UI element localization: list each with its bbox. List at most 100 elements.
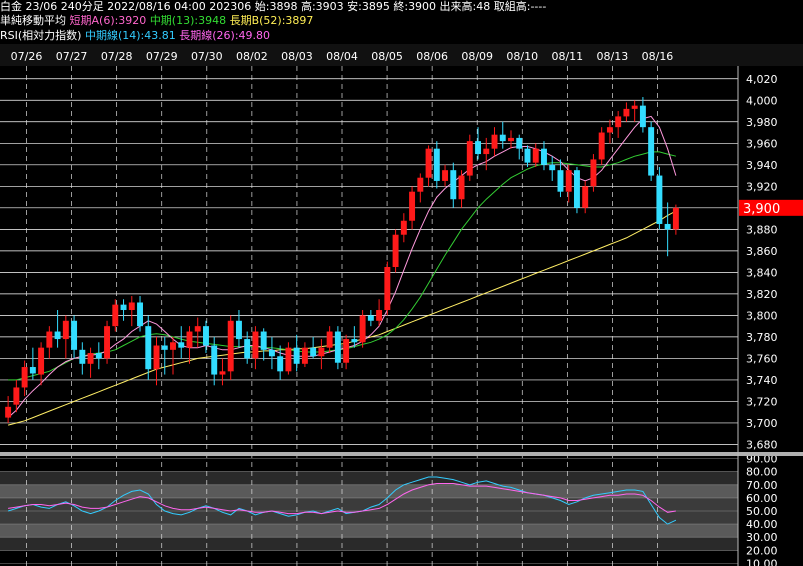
- candle-body: [95, 353, 102, 359]
- ma-long-line: [7, 210, 677, 426]
- candle-body: [120, 304, 127, 311]
- candle-body: [277, 356, 284, 372]
- candle-body: [664, 223, 671, 230]
- candle-body: [38, 347, 45, 375]
- date-tick-label: 08/04: [326, 50, 358, 63]
- date-tick-label: 08/09: [461, 50, 493, 63]
- price-tick-label: 3,820: [746, 288, 778, 301]
- candle-body: [376, 310, 383, 321]
- candle-body: [293, 347, 300, 364]
- candle-body: [343, 339, 350, 363]
- rsi-tick-label: 30.00: [746, 531, 778, 544]
- panel-divider[interactable]: [0, 452, 803, 456]
- ma-long-value: 長期B(52):3897: [229, 14, 314, 27]
- candle-body: [219, 371, 226, 375]
- candle-body: [137, 302, 143, 327]
- candle-body: [433, 148, 440, 181]
- rsi-long-line: [8, 483, 676, 515]
- price-tick-label: 3,780: [746, 331, 778, 344]
- candle-body: [648, 127, 655, 176]
- candle-body: [170, 342, 176, 350]
- candlesticks: [5, 97, 679, 423]
- candle-body: [615, 116, 622, 128]
- candle-body: [326, 331, 333, 348]
- candle-body: [656, 175, 663, 224]
- header-line-quote: 白金 23/06 240分足 2022/08/16 04:00 202306 始…: [0, 0, 546, 14]
- rsi-tick-label: 70.00: [746, 479, 778, 492]
- candle-body: [458, 175, 465, 200]
- candle-body: [71, 320, 78, 350]
- price-tick-label: 3,920: [746, 180, 778, 193]
- candle-body: [145, 326, 152, 370]
- candle-body: [475, 141, 481, 155]
- ma-mid-value: 中期(13):3948: [149, 14, 227, 27]
- candle-body: [425, 148, 432, 178]
- rsi-bands: [0, 458, 738, 564]
- candle-body: [153, 345, 160, 370]
- candle-body: [112, 304, 119, 327]
- candle-body: [29, 367, 36, 374]
- rsi-lines: [7, 476, 677, 525]
- price-tick-label: 3,840: [746, 266, 778, 279]
- header-line-rsi: RSI(相対力指数) 中期線(14):43.81 長期線(26):49.80: [0, 29, 270, 43]
- candle-body: [244, 339, 251, 359]
- candle-body: [318, 347, 325, 357]
- candle-body: [186, 331, 193, 348]
- candle-body: [46, 331, 53, 348]
- date-tick-label: 07/27: [56, 50, 88, 63]
- rsi-tick-label: 50.00: [746, 505, 778, 518]
- moving-averages: [7, 115, 677, 426]
- price-axis: 4,020 4,000 3,980 3,960 3,940 3,920 3,900 3,880…: [746, 73, 778, 452]
- candle-body: [532, 148, 539, 163]
- candle-body: [557, 170, 564, 192]
- quote-info: 白金 23/06 240分足 2022/08/16 04:00 202306 始…: [0, 0, 547, 13]
- rsi-title: RSI(相対力指数): [0, 29, 82, 42]
- candle-body: [194, 326, 201, 332]
- rsi-band: [0, 484, 738, 498]
- rsi-band: [0, 524, 738, 538]
- candle-body: [367, 315, 374, 321]
- candle-body: [623, 108, 630, 117]
- rsi-tick-label: 80.00: [746, 466, 778, 479]
- price-tick-label: 3,960: [746, 137, 778, 150]
- date-tick-label: 08/16: [642, 50, 674, 63]
- rsi-mid-value: 中期線(14):43.81: [84, 29, 176, 42]
- candle-body: [590, 159, 597, 187]
- rsi-axis: 90.0080.0070.0060.0050.0040.0030.0020.00…: [746, 453, 778, 566]
- price-tick-label: 3,680: [746, 438, 778, 451]
- candle-body: [359, 315, 366, 343]
- rsi-band: [0, 537, 738, 551]
- candle-body: [13, 387, 20, 405]
- candle-body: [466, 141, 473, 176]
- price-tick-label: 3,700: [746, 417, 778, 430]
- price-tick-label: 3,980: [746, 116, 778, 129]
- candle-body: [384, 266, 391, 311]
- rsi-long-value: 長期線(26):49.80: [179, 29, 271, 42]
- ma-short-line: [7, 115, 677, 418]
- candle-body: [235, 320, 242, 340]
- date-tick-label: 07/26: [11, 50, 43, 63]
- price-tick-label: 3,860: [746, 245, 778, 258]
- ma-title: 単純移動平均: [0, 14, 66, 27]
- date-tick-label: 08/10: [506, 50, 538, 63]
- candle-body: [301, 347, 308, 364]
- price-tick-label: 4,020: [746, 73, 778, 86]
- candle-body: [392, 234, 399, 267]
- candle-body: [582, 186, 589, 208]
- last-price-box: [739, 199, 803, 216]
- candle-body: [334, 331, 341, 363]
- candle-body: [400, 220, 407, 235]
- price-tick-label: 3,880: [746, 223, 778, 236]
- candle-body: [285, 347, 292, 372]
- header-line-ma: 単純移動平均 短期A(6):3920 中期(13):3948 長期B(52):3…: [0, 14, 313, 28]
- candle-body: [104, 326, 111, 359]
- price-tick-label: 3,940: [746, 159, 778, 172]
- candle-body: [499, 134, 506, 142]
- rsi-tick-label: 60.00: [746, 492, 778, 505]
- date-tick-label: 08/03: [281, 50, 313, 63]
- candle-body: [161, 345, 168, 350]
- price-grid: [0, 78, 738, 445]
- candle-body: [268, 349, 275, 357]
- candle-body: [252, 331, 259, 359]
